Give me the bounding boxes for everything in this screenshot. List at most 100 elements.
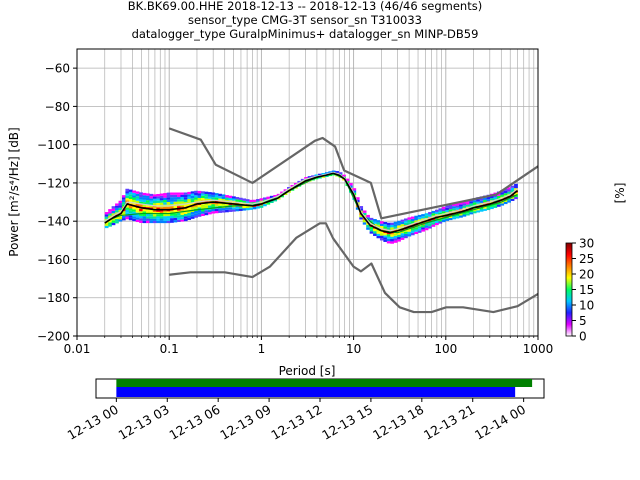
- density-cell: [490, 198, 494, 201]
- density-cell: [183, 192, 188, 195]
- density-cell: [197, 190, 202, 194]
- density-cell: [128, 189, 133, 192]
- density-cell: [441, 211, 446, 214]
- density-cell: [507, 187, 511, 190]
- density-cell: [386, 225, 391, 228]
- density-cell: [135, 207, 140, 211]
- density-cell: [441, 217, 446, 220]
- density-cell: [421, 214, 425, 217]
- density-cell: [404, 222, 408, 226]
- density-cell: [207, 192, 212, 195]
- density-cell: [146, 200, 150, 203]
- density-cell: [373, 233, 377, 236]
- density-cell: [108, 213, 112, 216]
- density-cell: [211, 211, 216, 214]
- density-cell: [139, 201, 143, 205]
- density-cell: [170, 213, 174, 216]
- density-cell: [142, 197, 147, 200]
- density-cell: [314, 174, 319, 177]
- density-cell: [352, 188, 357, 191]
- density-cell: [472, 211, 477, 214]
- density-cell: [135, 196, 140, 199]
- density-cell: [135, 203, 140, 206]
- density-cell: [379, 230, 384, 234]
- density-cell: [362, 210, 367, 213]
- density-cell: [132, 206, 137, 210]
- density-cell: [383, 235, 388, 238]
- density-cell: [373, 221, 377, 224]
- density-cell: [183, 199, 188, 203]
- density-cell: [163, 213, 167, 217]
- density-cell: [493, 194, 498, 197]
- density-cell: [283, 189, 288, 192]
- density-cell: [190, 191, 195, 194]
- density-cell: [486, 205, 491, 208]
- density-cell: [135, 200, 140, 204]
- density-cell: [173, 197, 178, 200]
- density-cell: [108, 209, 112, 212]
- density-cell: [146, 216, 150, 219]
- density-cell: [194, 215, 198, 218]
- density-cell: [321, 176, 326, 178]
- density-cell: [238, 197, 243, 200]
- density-cell: [500, 203, 505, 206]
- density-cell: [187, 201, 192, 204]
- y-tick-label: −60: [45, 62, 70, 76]
- density-cell: [383, 237, 388, 240]
- density-cell: [459, 206, 463, 209]
- density-cell: [194, 201, 198, 205]
- density-cell: [152, 207, 157, 210]
- density-cell: [266, 196, 271, 200]
- density-cell: [493, 196, 498, 200]
- density-cell: [434, 220, 439, 223]
- density-cell: [180, 208, 185, 211]
- density-cell: [139, 199, 143, 202]
- density-cell: [180, 196, 185, 200]
- density-cell: [397, 236, 401, 240]
- density-cell: [108, 224, 112, 227]
- density-cell: [170, 194, 174, 198]
- density-cell: [376, 220, 381, 223]
- density-cell: [393, 238, 398, 241]
- density-cell: [111, 222, 116, 226]
- density-cell: [386, 234, 391, 237]
- density-cell: [187, 212, 192, 216]
- density-cell: [201, 207, 205, 210]
- density-cell: [304, 178, 309, 181]
- density-cell: [166, 192, 171, 195]
- density-cell: [159, 218, 164, 221]
- density-cell: [197, 207, 202, 210]
- new-high-noise-model-line: [168, 127, 539, 220]
- density-cell: [383, 226, 388, 229]
- density-cell: [159, 216, 164, 219]
- density-cell: [183, 194, 188, 198]
- density-cell: [128, 194, 133, 197]
- density-cell: [404, 231, 408, 234]
- colorbar-tick-label: 25: [579, 252, 594, 266]
- density-cell: [428, 214, 432, 217]
- density-cell: [207, 209, 212, 213]
- density-cell: [331, 173, 336, 176]
- density-cell: [190, 211, 195, 215]
- density-cell: [479, 200, 484, 203]
- density-cell: [156, 198, 161, 201]
- density-cell: [159, 198, 164, 201]
- density-cell: [142, 218, 147, 221]
- density-cell: [146, 202, 150, 205]
- density-cell: [407, 234, 412, 237]
- y-tick-label: −100: [37, 138, 70, 152]
- density-cell: [503, 199, 508, 202]
- density-cell: [486, 207, 491, 211]
- density-cell: [445, 207, 450, 210]
- density-cell: [201, 193, 205, 196]
- density-cell: [152, 196, 157, 199]
- density-cell: [146, 211, 150, 214]
- density-cell: [424, 225, 429, 228]
- density-cell: [410, 223, 415, 226]
- density-cell: [204, 198, 209, 202]
- density-cell: [249, 199, 253, 203]
- density-cell: [245, 205, 250, 209]
- density-cell: [170, 220, 174, 223]
- density-cell: [115, 207, 119, 211]
